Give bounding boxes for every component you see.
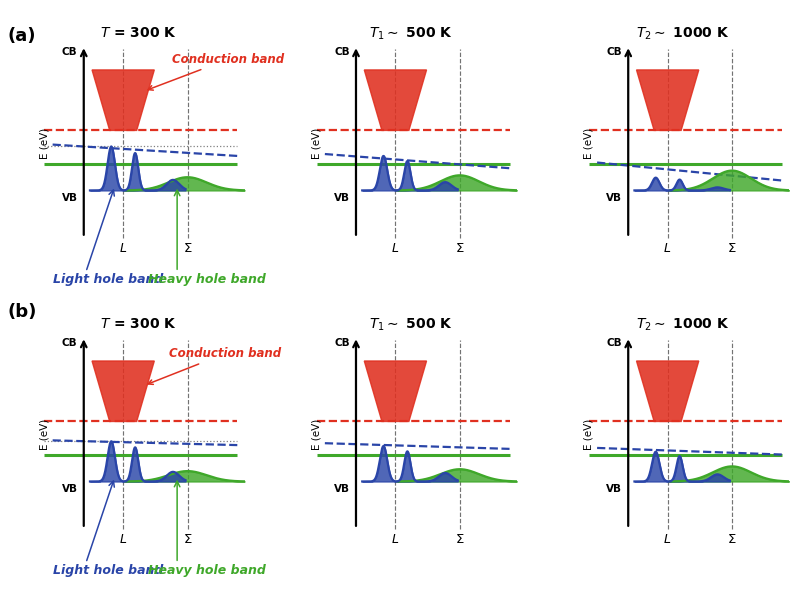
Text: Conduction band: Conduction band	[148, 347, 281, 384]
Text: CB: CB	[334, 338, 350, 348]
Text: L: L	[392, 242, 399, 255]
Text: CB: CB	[62, 47, 77, 57]
Text: Σ: Σ	[183, 533, 192, 546]
Text: VB: VB	[61, 193, 77, 203]
Text: E (eV): E (eV)	[583, 128, 594, 159]
Title: $\mathit{T}$ = 300 K: $\mathit{T}$ = 300 K	[100, 26, 177, 40]
Polygon shape	[364, 70, 426, 131]
Text: E (eV): E (eV)	[312, 128, 321, 159]
Text: Σ: Σ	[728, 242, 736, 255]
Text: L: L	[664, 242, 671, 255]
Text: VB: VB	[334, 484, 350, 494]
Title: $\mathit{T}$ = 300 K: $\mathit{T}$ = 300 K	[100, 317, 177, 331]
Text: Σ: Σ	[456, 242, 464, 255]
Text: L: L	[120, 242, 127, 255]
Text: VB: VB	[606, 484, 622, 494]
Polygon shape	[92, 361, 155, 422]
Text: VB: VB	[334, 193, 350, 203]
Title: $\mathit{T}_2\sim$ 1000 K: $\mathit{T}_2\sim$ 1000 K	[636, 316, 729, 333]
Text: E (eV): E (eV)	[312, 419, 321, 450]
Text: L: L	[664, 533, 671, 546]
Title: $\mathit{T}_1\sim$ 500 K: $\mathit{T}_1\sim$ 500 K	[368, 316, 453, 333]
Text: E (eV): E (eV)	[39, 128, 49, 159]
Text: Σ: Σ	[728, 533, 736, 546]
Text: (a): (a)	[8, 27, 37, 45]
Text: CB: CB	[62, 338, 77, 348]
Text: E (eV): E (eV)	[583, 419, 594, 450]
Text: Light hole band: Light hole band	[53, 273, 163, 286]
Polygon shape	[364, 361, 426, 422]
Polygon shape	[92, 70, 155, 131]
Text: Light hole band: Light hole band	[53, 564, 163, 577]
Text: CB: CB	[607, 338, 622, 348]
Text: Heavy hole band: Heavy hole band	[148, 273, 266, 286]
Text: VB: VB	[606, 193, 622, 203]
Polygon shape	[637, 70, 699, 131]
Text: Σ: Σ	[183, 242, 192, 255]
Text: Conduction band: Conduction band	[148, 53, 284, 90]
Title: $\mathit{T}_1\sim$ 500 K: $\mathit{T}_1\sim$ 500 K	[368, 25, 453, 42]
Title: $\mathit{T}_2\sim$ 1000 K: $\mathit{T}_2\sim$ 1000 K	[636, 25, 729, 42]
Text: (b): (b)	[8, 303, 37, 321]
Text: VB: VB	[61, 484, 77, 494]
Text: Heavy hole band: Heavy hole band	[148, 564, 266, 577]
Text: CB: CB	[607, 47, 622, 57]
Text: CB: CB	[334, 47, 350, 57]
Text: E (eV): E (eV)	[39, 419, 49, 450]
Polygon shape	[637, 361, 699, 422]
Text: L: L	[392, 533, 399, 546]
Text: L: L	[120, 533, 127, 546]
Text: Σ: Σ	[456, 533, 464, 546]
